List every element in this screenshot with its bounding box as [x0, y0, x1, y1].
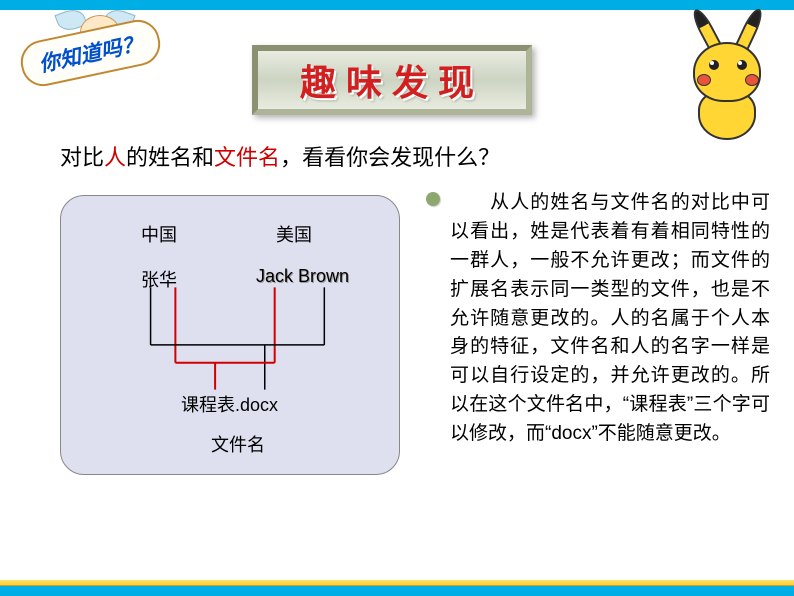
q-mid1: 的姓名和	[126, 145, 214, 170]
title-box: 趣味发现	[252, 45, 532, 115]
q-pre: 对比	[60, 145, 104, 170]
q-hl2: 文件名	[214, 145, 280, 170]
title-text: 趣味发现	[300, 54, 484, 106]
question-text: 对比人的姓名和文件名，看看你会发现什么？	[60, 140, 500, 172]
diagram-box: 中国 美国 张华 Jack Brown 课程表.docx 文件名	[60, 195, 400, 475]
bottom-bar	[0, 586, 794, 596]
bullet-icon	[426, 192, 440, 206]
q-post: ，看看你会发现什么？	[280, 145, 500, 170]
diagram-lines	[61, 196, 399, 474]
q-hl1: 人	[104, 145, 126, 170]
body-paragraph: 从人的姓名与文件名的对比中可以看出，姓是代表着有着相同特性的一群人，一般不允许更…	[450, 189, 770, 449]
pikachu-decoration	[679, 12, 779, 132]
